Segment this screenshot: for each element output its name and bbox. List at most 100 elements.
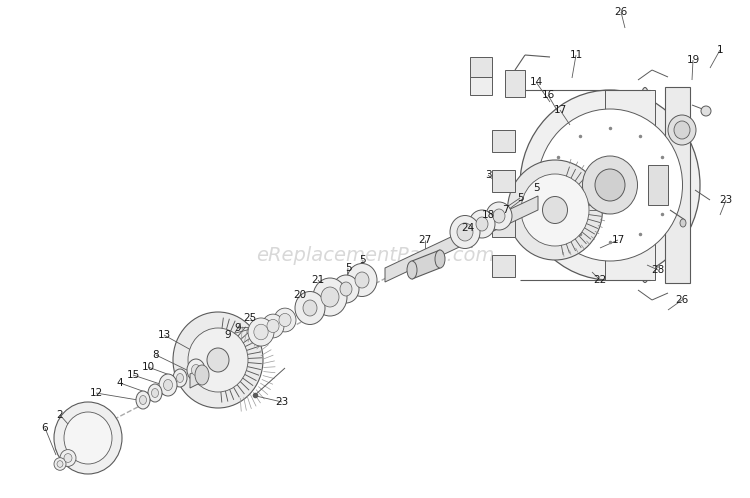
Ellipse shape [187,359,205,381]
Text: 21: 21 [311,275,325,285]
Text: 19: 19 [686,55,700,65]
Ellipse shape [60,450,76,467]
Ellipse shape [207,348,229,372]
Text: 25: 25 [243,313,256,323]
Polygon shape [665,87,690,283]
Ellipse shape [54,458,66,470]
Ellipse shape [521,174,589,246]
Ellipse shape [435,250,445,268]
Ellipse shape [355,272,369,288]
Text: 5: 5 [360,255,366,265]
Text: 15: 15 [126,370,140,380]
Ellipse shape [295,291,325,325]
Ellipse shape [152,388,158,397]
Text: 24: 24 [461,223,475,233]
Text: 10: 10 [142,362,154,372]
Text: 27: 27 [419,235,432,245]
Ellipse shape [634,88,656,282]
Ellipse shape [173,369,187,387]
Ellipse shape [701,106,711,116]
Text: 5: 5 [517,193,524,203]
Ellipse shape [64,454,72,463]
Text: 23: 23 [719,195,733,205]
Ellipse shape [191,365,200,375]
Ellipse shape [680,219,686,227]
Text: eReplacementParts.com: eReplacementParts.com [256,246,494,264]
Polygon shape [492,130,515,152]
Polygon shape [412,250,440,279]
Polygon shape [470,77,492,95]
Text: 9: 9 [225,330,231,340]
Ellipse shape [274,308,296,332]
Ellipse shape [279,313,291,327]
Polygon shape [492,215,515,237]
Ellipse shape [148,384,162,402]
Polygon shape [505,70,525,97]
Text: 18: 18 [482,210,495,220]
Ellipse shape [407,261,417,279]
Ellipse shape [538,109,682,261]
Ellipse shape [159,374,177,396]
Text: 5: 5 [345,263,351,273]
Polygon shape [648,165,668,205]
Ellipse shape [469,210,495,238]
Ellipse shape [57,461,63,467]
Text: 2: 2 [57,410,63,420]
Ellipse shape [457,223,473,241]
Ellipse shape [176,374,184,382]
Ellipse shape [508,160,602,260]
Text: 14: 14 [530,77,542,87]
Text: 22: 22 [593,275,607,285]
Polygon shape [470,57,492,77]
Text: 12: 12 [89,388,103,398]
Ellipse shape [347,263,377,296]
Ellipse shape [267,319,279,333]
Ellipse shape [583,156,638,214]
Text: 26: 26 [675,295,688,305]
Text: 5: 5 [534,183,540,193]
Ellipse shape [674,121,690,139]
Text: 11: 11 [569,50,583,60]
Ellipse shape [164,379,172,390]
Text: 6: 6 [42,423,48,433]
Ellipse shape [595,169,625,201]
Text: 17: 17 [554,105,567,115]
Ellipse shape [136,391,150,409]
Text: 16: 16 [542,90,554,100]
Ellipse shape [303,300,317,316]
Ellipse shape [520,90,700,280]
Text: 1: 1 [717,45,723,55]
Ellipse shape [188,328,248,392]
Ellipse shape [668,115,696,145]
Text: 26: 26 [614,7,628,17]
Ellipse shape [254,324,268,340]
Text: 23: 23 [275,397,289,407]
Ellipse shape [486,202,512,230]
Ellipse shape [476,217,488,231]
Text: 28: 28 [651,265,664,275]
Ellipse shape [140,395,146,404]
Text: 17: 17 [611,235,625,245]
Ellipse shape [333,275,359,303]
Ellipse shape [173,312,263,408]
Ellipse shape [248,318,274,346]
Polygon shape [492,170,515,192]
Polygon shape [605,90,655,280]
Text: 3: 3 [484,170,491,180]
Polygon shape [385,196,538,282]
Ellipse shape [450,216,480,249]
Text: 13: 13 [158,330,170,340]
Polygon shape [190,368,202,388]
Text: 8: 8 [153,350,159,360]
Text: 9: 9 [235,323,242,333]
Text: 4: 4 [117,378,123,388]
Text: 7: 7 [502,205,509,215]
Ellipse shape [262,314,284,338]
Ellipse shape [340,282,352,296]
Ellipse shape [542,197,568,224]
Ellipse shape [64,412,112,464]
Ellipse shape [321,287,339,307]
Polygon shape [492,255,515,277]
Ellipse shape [195,365,209,385]
Ellipse shape [493,209,505,223]
